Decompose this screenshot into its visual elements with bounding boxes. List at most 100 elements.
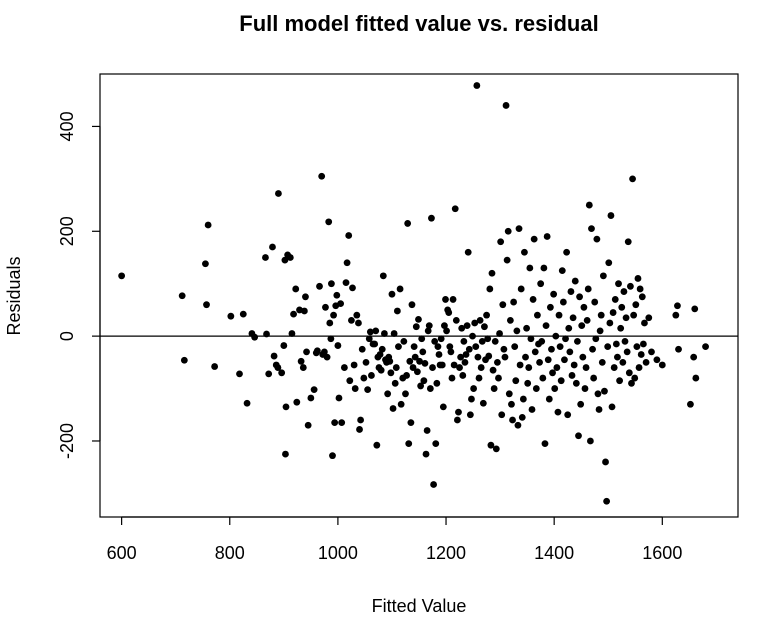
data-point-118 [410, 343, 418, 351]
data-point-318 [627, 282, 634, 290]
data-point-122 [415, 315, 422, 323]
data-point-167 [463, 322, 471, 330]
data-point-99 [388, 290, 396, 298]
data-point-287 [593, 235, 601, 243]
data-point-336 [658, 361, 666, 369]
data-point-261 [565, 324, 573, 332]
data-point-241 [543, 233, 551, 240]
data-point-332 [642, 358, 650, 366]
data-point-312 [620, 288, 628, 295]
x-tick-label-800: 800 [215, 543, 245, 563]
data-point-246 [549, 369, 556, 377]
data-point-69 [350, 361, 358, 369]
data-point-113 [405, 440, 413, 448]
data-point-48 [323, 353, 331, 361]
data-point-156 [451, 205, 459, 213]
data-point-28 [288, 330, 296, 337]
data-point-35 [300, 307, 308, 315]
data-point-9 [239, 310, 247, 318]
data-point-203 [502, 102, 510, 109]
data-point-157 [452, 317, 460, 324]
data-point-215 [515, 225, 523, 233]
chart-title: Full model fitted value vs. residual [239, 11, 598, 36]
data-point-322 [631, 374, 639, 382]
data-point-153 [448, 374, 456, 382]
data-point-42 [313, 347, 321, 355]
data-point-34 [299, 364, 307, 371]
data-point-3 [202, 260, 209, 268]
data-point-331 [641, 319, 648, 327]
data-point-39 [307, 394, 315, 402]
data-point-281 [586, 437, 594, 445]
data-point-76 [360, 374, 368, 382]
x-tick-label-600: 600 [107, 543, 137, 563]
data-point-234 [536, 358, 543, 366]
data-point-231 [532, 385, 540, 392]
data-point-277 [582, 364, 590, 371]
data-point-291 [597, 311, 605, 319]
data-point-109 [400, 337, 408, 345]
data-point-58 [334, 342, 342, 349]
data-point-129 [422, 450, 430, 458]
data-point-125 [418, 335, 426, 343]
data-point-200 [499, 301, 507, 309]
data-point-183 [481, 323, 488, 331]
data-point-117 [409, 364, 417, 371]
data-point-293 [599, 272, 607, 280]
data-point-178 [475, 374, 483, 382]
data-point-140 [434, 343, 442, 351]
data-point-79 [365, 335, 373, 343]
data-point-63 [342, 279, 350, 287]
data-point-308 [616, 377, 623, 385]
data-point-208 [508, 400, 515, 408]
data-point-17 [270, 352, 278, 360]
data-point-186 [484, 335, 492, 343]
data-point-329 [638, 293, 646, 301]
data-point-255 [558, 267, 566, 274]
y-tick-label--200: -200 [57, 423, 77, 459]
data-point-252 [555, 311, 563, 319]
data-point-47 [322, 303, 329, 311]
data-point-326 [635, 364, 643, 371]
data-point-220 [521, 248, 528, 256]
data-point-204 [503, 256, 511, 264]
data-point-243 [545, 395, 553, 403]
y-tick-label-0: 0 [57, 331, 77, 341]
data-point-123 [416, 357, 423, 365]
data-point-282 [588, 225, 595, 233]
data-point-68 [349, 284, 356, 292]
data-point-296 [603, 497, 611, 505]
data-point-214 [514, 421, 522, 429]
data-point-239 [541, 440, 549, 448]
data-point-7 [227, 312, 235, 320]
data-point-264 [568, 372, 576, 379]
data-point-275 [580, 303, 588, 311]
data-point-232 [534, 311, 541, 319]
x-tick-label-1000: 1000 [318, 543, 358, 563]
data-point-22 [280, 342, 288, 349]
data-point-187 [485, 352, 493, 360]
data-point-126 [419, 348, 427, 356]
data-point-274 [579, 353, 587, 361]
data-point-210 [510, 298, 518, 306]
data-point-298 [605, 259, 613, 267]
data-point-165 [461, 358, 469, 366]
x-tick-label-1200: 1200 [426, 543, 466, 563]
data-point-106 [396, 285, 404, 293]
data-point-143 [437, 335, 445, 343]
data-point-265 [569, 314, 577, 322]
data-point-216 [516, 361, 524, 369]
data-point-174 [471, 319, 479, 327]
data-point-85 [373, 441, 381, 449]
data-point-335 [653, 356, 661, 364]
data-point-263 [567, 288, 575, 295]
data-point-303 [610, 364, 618, 371]
data-point-192 [490, 385, 498, 392]
data-point-16 [269, 243, 276, 251]
data-point-160 [456, 364, 463, 371]
data-point-137 [431, 337, 439, 345]
data-point-256 [559, 298, 567, 306]
data-point-147 [442, 296, 449, 303]
data-point-323 [632, 301, 640, 309]
